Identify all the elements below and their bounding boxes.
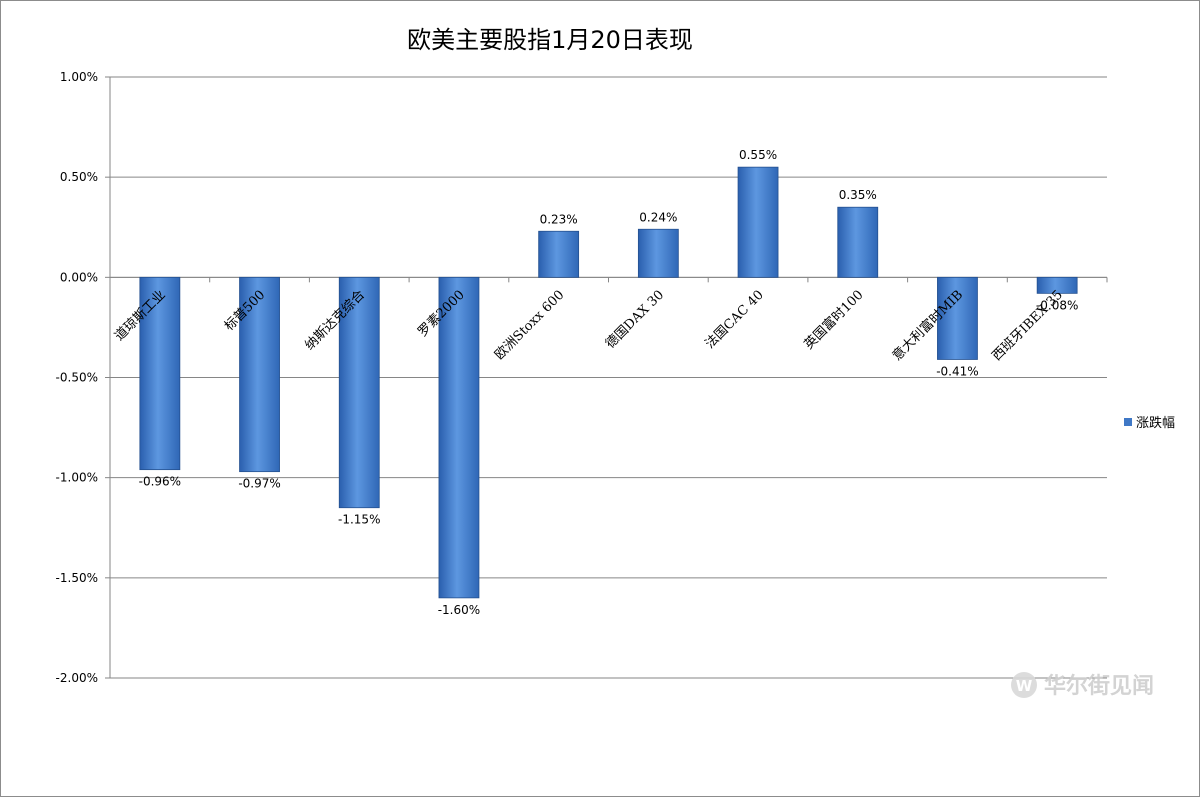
y-tick-label: -1.00% — [56, 471, 98, 485]
data-label: 0.55% — [739, 148, 777, 162]
y-tick-label: -0.50% — [56, 371, 98, 385]
data-label: -0.08% — [1036, 298, 1078, 312]
data-label: -0.97% — [238, 477, 280, 491]
category-label: 欧洲Stoxx 600 — [492, 288, 567, 363]
data-label: -1.15% — [338, 513, 380, 527]
data-label: -0.96% — [139, 475, 181, 489]
bar — [737, 166, 779, 278]
bar — [338, 276, 380, 509]
y-axis: 1.00% 0.50% 0.00% -0.50% -1.00% -1.50% -2.00% — [56, 70, 1108, 685]
data-labels: -0.96% -0.97% -1.15% -1.60% 0.23% 0.24% 0.55% 0… — [139, 148, 1079, 617]
legend: 涨跌幅 — [1124, 415, 1175, 431]
bar — [139, 276, 181, 471]
y-tick-label: 0.00% — [60, 270, 98, 284]
y-tick-label: -1.50% — [56, 571, 98, 585]
legend-swatch — [1124, 418, 1132, 426]
data-label: 0.24% — [639, 210, 677, 224]
watermark-logo-letter: W — [1016, 677, 1033, 695]
category-label: 西班牙IBEX 35 — [990, 288, 1066, 364]
watermark-logo-icon — [1011, 672, 1037, 698]
data-label: 0.23% — [540, 212, 578, 226]
chart-title: 欧美主要股指1月20日表现 — [407, 26, 693, 54]
bar — [837, 206, 879, 278]
bar — [239, 276, 280, 473]
gridlines — [110, 76, 1107, 679]
bar — [538, 230, 580, 278]
category-label: 英国富时100 — [801, 287, 867, 353]
bar — [937, 276, 978, 360]
y-tick-label: 1.00% — [60, 70, 98, 84]
data-label: 0.35% — [839, 188, 877, 202]
bar — [637, 228, 679, 278]
category-label: 法国CAC 40 — [703, 288, 767, 352]
data-label: -0.41% — [936, 364, 978, 378]
category-label: 德国DAX 30 — [603, 288, 667, 352]
bar — [438, 276, 480, 599]
watermark: W 华尔街见闻 — [1011, 672, 1154, 699]
legend-label: 涨跌幅 — [1136, 415, 1175, 431]
y-tick-label: -2.00% — [56, 671, 98, 685]
y-tick-label: 0.50% — [60, 170, 98, 184]
bars — [139, 166, 1078, 599]
bar — [1036, 276, 1078, 294]
watermark-text: 华尔街见闻 — [1044, 673, 1154, 699]
data-label: -1.60% — [438, 603, 480, 617]
